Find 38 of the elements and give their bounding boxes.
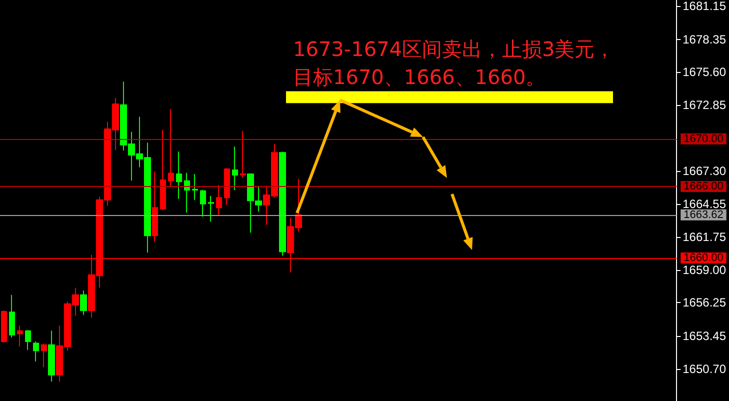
- candlestick: [152, 171, 158, 242]
- candlestick: [224, 168, 230, 206]
- candlestick: [25, 330, 31, 350]
- y-tick-label: 1650.70: [682, 362, 726, 376]
- y-tick-label: 1667.30: [682, 164, 726, 178]
- ref-line-label: 1670.00: [684, 132, 724, 145]
- y-tick-label: 1656.25: [682, 296, 726, 310]
- y-tick-label: 1675.60: [682, 65, 726, 80]
- candlestick: [200, 189, 206, 218]
- annotation: 目标1670、1666、1660。: [293, 65, 546, 89]
- ref-line-label: 1663.62: [684, 208, 724, 221]
- candlestick: [17, 325, 23, 348]
- candlestick: [80, 290, 87, 316]
- candlestick: [160, 129, 166, 210]
- candlestick: [232, 146, 238, 190]
- annotation: 1673-1674区间卖出，止损3美元，: [293, 37, 615, 61]
- ref-line-label: 1666.00: [684, 180, 724, 193]
- candlestick: [1, 310, 7, 344]
- candlestick: [9, 294, 15, 338]
- candlestick: [176, 151, 182, 200]
- y-tick-label: 1653.45: [682, 329, 726, 344]
- candlestick: [41, 343, 47, 368]
- y-tick-label: 1678.35: [682, 32, 726, 46]
- y-tick-label: 1672.85: [682, 98, 726, 112]
- y-tick-label: 1681.15: [682, 0, 726, 13]
- candlestick: [192, 174, 198, 200]
- candlestick: [184, 172, 190, 214]
- candlestick: [216, 184, 222, 216]
- candlestick: [48, 330, 55, 382]
- candlestick: [240, 130, 246, 178]
- candlestick: [208, 195, 214, 222]
- candlestick: [33, 341, 39, 362]
- y-tick-label: 1664.55: [682, 196, 726, 211]
- ref-line-label: 1660.00: [684, 252, 724, 264]
- candlestick: [168, 108, 174, 188]
- y-tick-label: 1659.00: [682, 262, 726, 277]
- y-tick-label: 1661.75: [682, 230, 726, 244]
- candlestick: [279, 151, 286, 256]
